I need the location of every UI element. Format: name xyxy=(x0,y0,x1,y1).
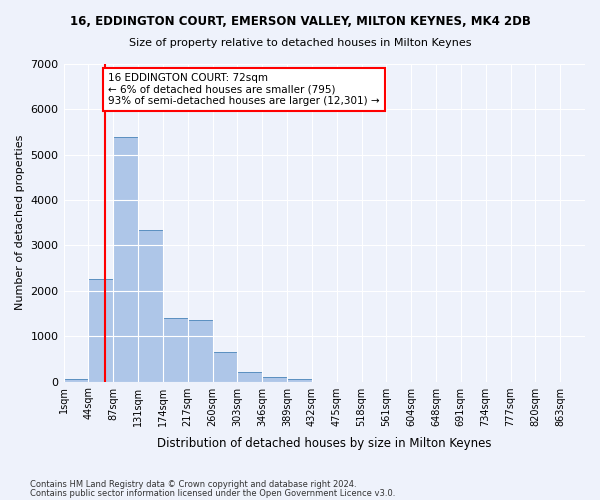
Bar xyxy=(163,318,188,382)
Bar xyxy=(64,380,88,382)
Bar xyxy=(138,230,163,382)
Bar xyxy=(238,372,262,382)
Text: Contains HM Land Registry data © Crown copyright and database right 2024.: Contains HM Land Registry data © Crown c… xyxy=(30,480,356,489)
Text: 16, EDDINGTON COURT, EMERSON VALLEY, MILTON KEYNES, MK4 2DB: 16, EDDINGTON COURT, EMERSON VALLEY, MIL… xyxy=(70,15,530,28)
Bar xyxy=(188,320,212,382)
Text: 16 EDDINGTON COURT: 72sqm
← 6% of detached houses are smaller (795)
93% of semi-: 16 EDDINGTON COURT: 72sqm ← 6% of detach… xyxy=(108,73,380,106)
Y-axis label: Number of detached properties: Number of detached properties xyxy=(15,135,25,310)
Bar xyxy=(287,380,312,382)
Bar xyxy=(88,280,113,382)
Bar xyxy=(262,377,287,382)
Bar xyxy=(212,352,238,382)
Bar xyxy=(113,136,138,382)
Text: Size of property relative to detached houses in Milton Keynes: Size of property relative to detached ho… xyxy=(129,38,471,48)
Text: Contains public sector information licensed under the Open Government Licence v3: Contains public sector information licen… xyxy=(30,488,395,498)
X-axis label: Distribution of detached houses by size in Milton Keynes: Distribution of detached houses by size … xyxy=(157,437,491,450)
